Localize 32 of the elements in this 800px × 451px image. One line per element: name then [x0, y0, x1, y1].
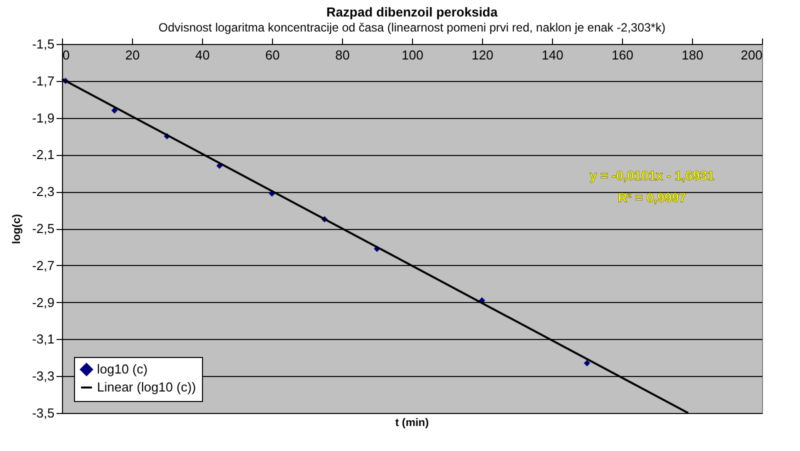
x-tick-label: 140: [542, 48, 564, 62]
chart-subtitle: Odvisnost logaritma koncentracije od časa (linearnost pomeni prvi red, naklon je enak -2,303*k): [158, 20, 666, 34]
y-axis-title: log(c): [11, 214, 24, 244]
y-tick-label: -3,3: [32, 368, 54, 384]
y-tick-label: -1,7: [32, 73, 54, 88]
y-tick-label: -3,1: [32, 332, 54, 347]
annotation: y = -0,0101x - 1,6931: [590, 168, 714, 183]
y-tick-label: -3,5: [32, 406, 54, 420]
x-tick-label: 160: [612, 48, 634, 62]
x-tick-label: 60: [265, 48, 280, 62]
x-tick-label: 200: [740, 48, 762, 62]
x-tick-label: 120: [472, 48, 494, 62]
y-tick-label: -2,7: [32, 258, 54, 273]
y-tick-label: -2,9: [32, 294, 54, 310]
legend-label: log10 (c): [97, 362, 148, 376]
x-tick-label: 20: [125, 48, 140, 62]
x-tick-label: 180: [682, 48, 704, 62]
y-tick-label: -2,3: [32, 184, 54, 200]
point: [111, 107, 118, 114]
x-tick-label: 40: [195, 48, 210, 62]
x-tick-label: 0: [62, 48, 70, 62]
x-tick-label: 100: [402, 48, 424, 62]
y-tick-label: -2,1: [32, 147, 54, 162]
annotation: R² = 0,9997: [618, 190, 686, 205]
legend-label: Linear (log10 (c)): [97, 380, 196, 394]
y-tick-label: -1,5: [32, 36, 54, 52]
y-tick-label: -2,5: [32, 221, 54, 236]
x-tick-label: 80: [335, 48, 350, 62]
chart-title: Razpad dibenzoil peroksida: [326, 4, 498, 20]
y-tick-label: -1,9: [32, 110, 54, 126]
x-axis-title: t (min): [395, 417, 430, 429]
point: [584, 360, 590, 366]
